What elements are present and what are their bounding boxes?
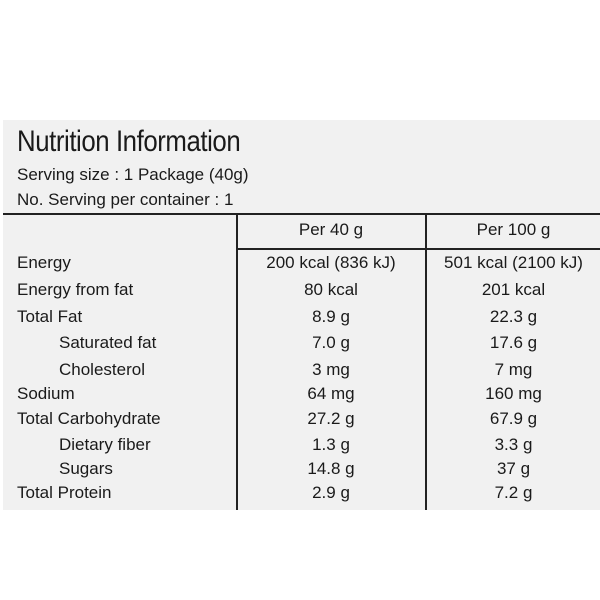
value-per-100g: 7.2 g xyxy=(494,483,533,502)
value-per-100g: 37 g xyxy=(496,459,531,478)
serving-size: Serving size : 1 Package (40g) xyxy=(17,165,249,184)
nutrient-label: Cholesterol xyxy=(59,360,145,379)
table-row: Cholesterol 3 mg 7 mg xyxy=(3,360,600,384)
table-row: Sodium 64 mg 160 mg xyxy=(3,384,600,408)
servings-per-container: No. Serving per container : 1 xyxy=(17,190,234,209)
nutrient-label: Sugars xyxy=(59,459,113,478)
value-per-40g: 2.9 g xyxy=(312,483,350,502)
nutrient-label: Dietary fiber xyxy=(59,435,151,454)
value-per-100g: 22.3 g xyxy=(489,307,538,326)
column-header-per-100g: Per 100 g xyxy=(476,220,551,239)
value-per-40g: 3 mg xyxy=(312,360,350,379)
nutrient-label: Energy from fat xyxy=(17,280,134,299)
value-per-100g: 3.3 g xyxy=(494,435,533,454)
table-row: Energy from fat 80 kcal 201 kcal xyxy=(3,280,600,304)
value-per-40g: 200 kcal (836 kJ) xyxy=(266,253,396,272)
column-divider-left xyxy=(236,214,238,510)
value-per-40g: 14.8 g xyxy=(307,459,355,478)
nutrient-label: Energy xyxy=(17,253,71,272)
header-underline xyxy=(236,248,600,250)
table-row: Sugars 14.8 g 37 g xyxy=(3,459,600,483)
value-per-40g: 1.3 g xyxy=(312,435,350,454)
value-per-40g: 80 kcal xyxy=(304,280,358,299)
panel-title: Nutrition Information xyxy=(17,125,241,158)
nutrient-label: Saturated fat xyxy=(59,333,157,352)
nutrient-label: Total Protein xyxy=(17,483,112,502)
table-row: Total Carbohydrate 27.2 g 67.9 g xyxy=(3,409,600,433)
nutrition-panel: Nutrition Information Serving size : 1 P… xyxy=(3,120,600,510)
value-per-100g: 17.6 g xyxy=(489,333,538,352)
value-per-100g: 7 mg xyxy=(494,360,533,379)
value-per-40g: 7.0 g xyxy=(312,333,350,352)
value-per-100g: 67.9 g xyxy=(489,409,538,428)
value-per-40g: 8.9 g xyxy=(312,307,350,326)
nutrient-label: Total Fat xyxy=(17,307,83,326)
value-per-100g: 160 mg xyxy=(485,384,542,403)
nutrient-label: Sodium xyxy=(17,384,75,403)
table-row: Saturated fat 7.0 g 17.6 g xyxy=(3,333,600,357)
column-divider-right xyxy=(425,214,427,510)
value-per-100g: 501 kcal (2100 kJ) xyxy=(444,253,583,272)
value-per-40g: 27.2 g xyxy=(307,409,355,428)
value-per-100g: 201 kcal xyxy=(481,280,546,299)
table-row: Total Protein 2.9 g 7.2 g xyxy=(3,483,600,507)
table-row: Total Fat 8.9 g 22.3 g xyxy=(3,307,600,331)
table-top-rule xyxy=(3,213,600,215)
nutrient-label: Total Carbohydrate xyxy=(17,409,161,428)
column-header-per-40g: Per 40 g xyxy=(298,220,364,239)
table-row: Energy 200 kcal (836 kJ) 501 kcal (2100 … xyxy=(3,253,600,277)
table-row: Dietary fiber 1.3 g 3.3 g xyxy=(3,435,600,459)
value-per-40g: 64 mg xyxy=(307,384,355,403)
